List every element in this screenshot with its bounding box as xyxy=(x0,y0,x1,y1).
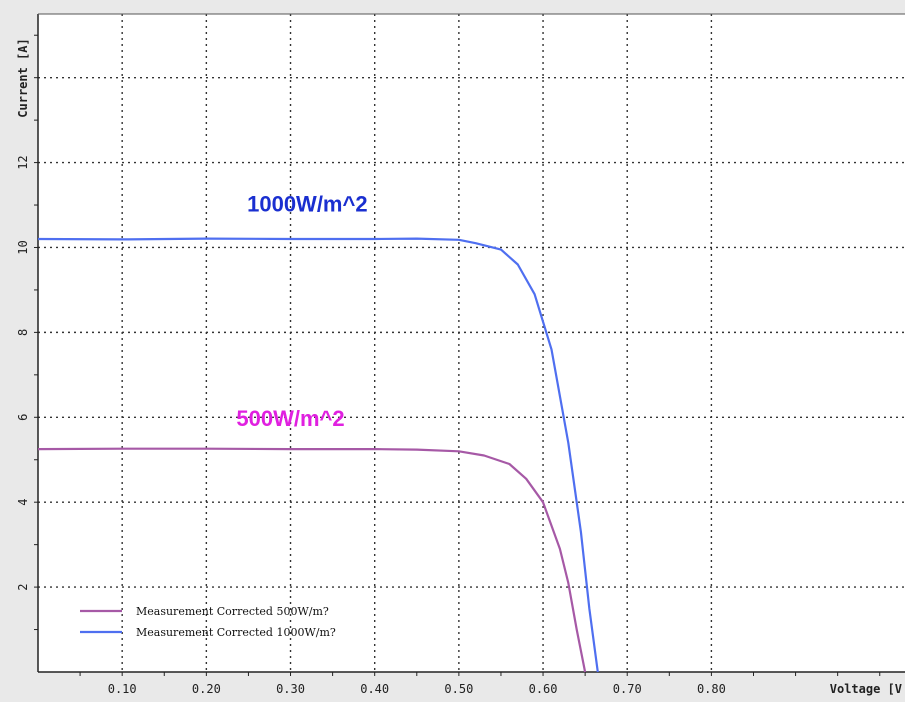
x-tick-label: 0.60 xyxy=(529,682,558,696)
y-tick-label: 2 xyxy=(16,583,30,590)
x-tick-label: 0.20 xyxy=(192,682,221,696)
x-tick-label: 0.70 xyxy=(613,682,642,696)
y-tick-label: 4 xyxy=(16,499,30,506)
y-tick-label: 10 xyxy=(16,240,30,254)
plot-area xyxy=(38,14,905,672)
x-tick-label: 0.50 xyxy=(444,682,473,696)
legend-label: Measurement Corrected 500W/m? xyxy=(136,605,329,618)
legend-label: Measurement Corrected 1000W/m? xyxy=(136,626,336,639)
x-tick-label: 0.30 xyxy=(276,682,305,696)
x-tick-label: 0.40 xyxy=(360,682,389,696)
y-tick-label: 8 xyxy=(16,329,30,336)
series-line-1000 xyxy=(37,237,599,673)
x-tick-label: 0.80 xyxy=(697,682,726,696)
y-tick-label: 6 xyxy=(16,414,30,421)
annotation-label: 500W/m^2 xyxy=(236,406,344,431)
y-tick-label: 12 xyxy=(16,155,30,169)
series-line-500 xyxy=(37,447,587,673)
x-axis-title: Voltage [V xyxy=(830,682,902,696)
x-tick-label: 0.10 xyxy=(108,682,137,696)
y-axis-title: Current [A] xyxy=(16,38,30,117)
annotation-label: 1000W/m^2 xyxy=(247,191,367,216)
